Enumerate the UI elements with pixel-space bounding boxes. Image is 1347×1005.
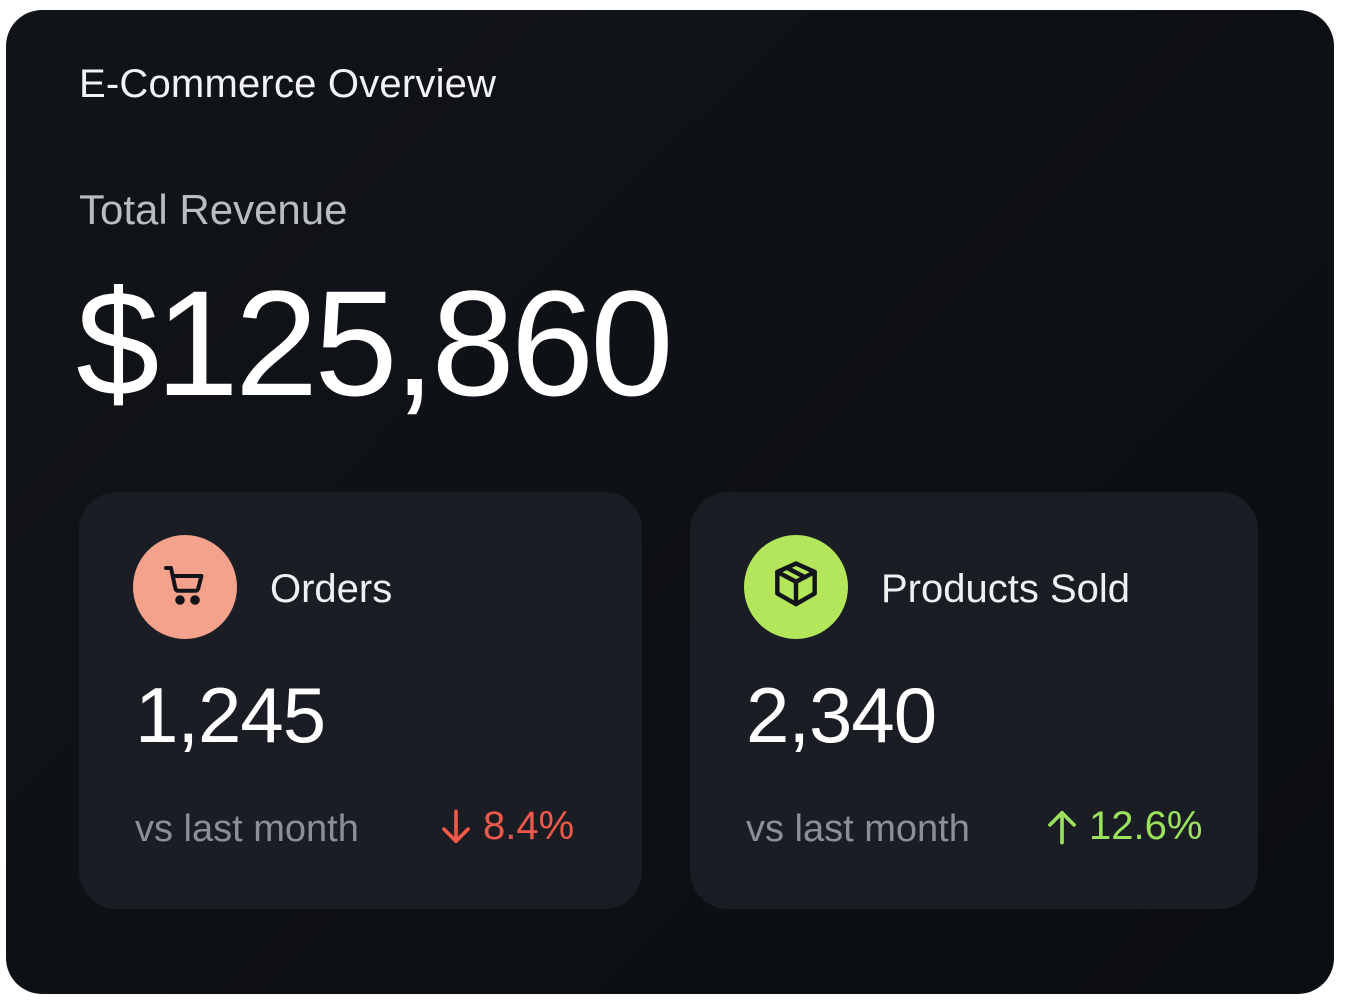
orders-comparison-label: vs last month — [135, 808, 359, 850]
products-delta-value: 12.6% — [1089, 804, 1203, 848]
page-title: E-Commerce Overview — [79, 62, 497, 106]
orders-delta-value: 8.4% — [483, 804, 575, 848]
products-sold-value: 2,340 — [746, 671, 937, 759]
package-box-icon — [768, 557, 824, 618]
products-sold-stat-card[interactable]: Products Sold 2,340 vs last month 12.6% — [690, 492, 1258, 909]
products-sold-label: Products Sold — [881, 567, 1131, 611]
products-icon-badge — [744, 535, 848, 639]
shopping-cart-icon — [161, 561, 209, 614]
orders-stat-card[interactable]: Orders 1,245 vs last month 8.4% — [79, 492, 642, 909]
overview-card: E-Commerce Overview Total Revenue $125,8… — [6, 10, 1334, 994]
orders-delta: 8.4% — [439, 804, 574, 849]
orders-label: Orders — [270, 567, 393, 611]
total-revenue-value: $125,860 — [76, 259, 674, 427]
arrow-down-icon — [439, 807, 473, 847]
products-comparison-label: vs last month — [746, 808, 970, 850]
arrow-up-icon — [1045, 807, 1079, 847]
products-delta: 12.6% — [1045, 804, 1202, 849]
total-revenue-label: Total Revenue — [79, 186, 348, 233]
orders-icon-badge — [133, 535, 237, 639]
orders-value: 1,245 — [135, 671, 326, 759]
